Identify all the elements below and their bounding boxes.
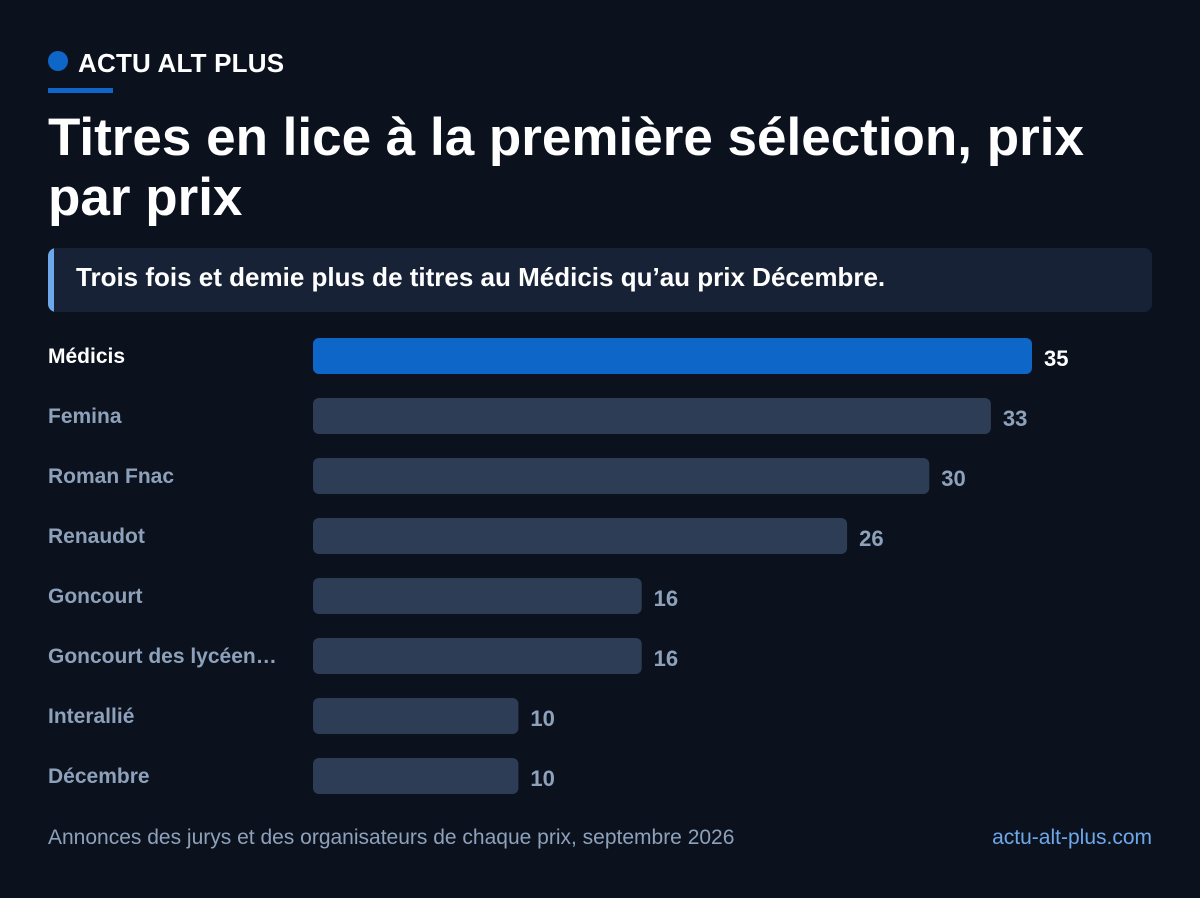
value-label: 33: [1003, 406, 1027, 431]
bar: [313, 758, 519, 794]
category-label: Interallié: [48, 705, 134, 728]
value-label: 26: [859, 526, 883, 551]
category-label: Goncourt: [48, 585, 143, 608]
key-finding-callout: Trois fois et demie plus de titres au Mé…: [48, 248, 1152, 312]
callout-text: Trois fois et demie plus de titres au Mé…: [76, 262, 886, 292]
category-label: Renaudot: [48, 525, 145, 548]
brand: ACTU ALT PLUS: [48, 47, 284, 79]
callout-accent-bar: [48, 248, 54, 312]
bar-chart: Médicis 35 Femina 33 Roman Fnac 30 Renaudot 26 G…: [48, 338, 1068, 794]
value-label: 16: [654, 646, 678, 671]
value-label: 10: [530, 706, 554, 731]
bar: [313, 518, 848, 554]
source-note: Annonces des jurys et des organisateurs …: [48, 826, 735, 849]
brand-underline: [48, 88, 113, 93]
site-link[interactable]: actu-alt-plus.com: [992, 826, 1152, 849]
bar: [313, 638, 642, 674]
value-label: 30: [941, 466, 965, 491]
value-label: 10: [530, 766, 554, 791]
bar: [313, 458, 930, 494]
value-label: 35: [1044, 346, 1068, 371]
bar: [313, 698, 519, 734]
value-label: 16: [654, 586, 678, 611]
brand-dot-icon: [48, 51, 68, 71]
chart-title: Titres en lice à la première sélection, …: [48, 108, 1084, 227]
bar: [313, 578, 642, 614]
bar: [313, 398, 991, 434]
category-label: Femina: [48, 405, 122, 428]
category-label: Roman Fnac: [48, 465, 174, 488]
category-label: Médicis: [48, 345, 125, 368]
brand-name: ACTU ALT PLUS: [78, 47, 285, 78]
category-label: Goncourt des lycéen…: [48, 645, 277, 668]
category-label: Décembre: [48, 765, 150, 788]
bar: [313, 338, 1032, 374]
